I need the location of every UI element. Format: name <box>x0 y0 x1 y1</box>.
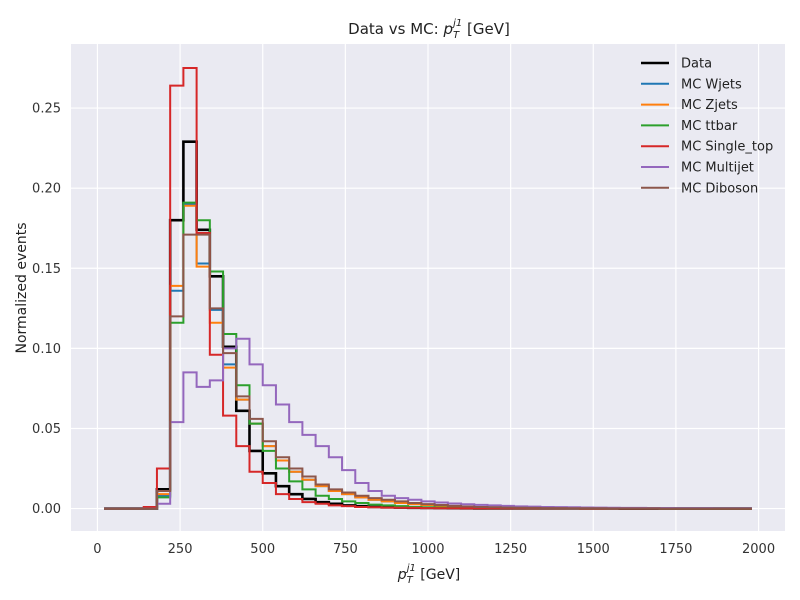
title-suffix: [GeV] <box>462 20 510 38</box>
legend-item-data: Data <box>641 57 712 72</box>
x-axis-label: pTj1 [GeV] <box>397 563 461 586</box>
xlabel-variable: p <box>397 567 407 583</box>
legend-label: MC Single_top <box>681 140 773 155</box>
title-variable: p <box>442 20 453 38</box>
y-tick-label: 0.25 <box>32 102 61 117</box>
x-tick-label: 250 <box>168 542 193 557</box>
y-axis-label: Normalized events <box>14 222 30 353</box>
x-tick-label: 0 <box>93 542 101 557</box>
y-tick-label: 0.05 <box>32 422 61 437</box>
legend-item-mc-zjets: MC Zjets <box>641 98 738 113</box>
legend-item-mc-diboson: MC Diboson <box>641 181 758 196</box>
legend-item-mc-ttbar: MC ttbar <box>641 119 738 134</box>
x-tick-label: 500 <box>250 542 275 557</box>
x-tick-label: 750 <box>333 542 358 557</box>
title-prefix: Data vs MC: <box>348 20 443 38</box>
chart-title: Data vs MC: pTj1 [GeV] <box>348 18 510 41</box>
y-tick-label: 0.10 <box>32 342 61 357</box>
legend-item-mc-single-top: MC Single_top <box>641 140 773 155</box>
series-line-mc-diboson <box>104 233 752 510</box>
y-tick-label: 0.20 <box>32 182 61 197</box>
xlabel-subscript: T <box>407 575 414 586</box>
x-tick-label: 1500 <box>577 542 610 557</box>
legend: Data MC Wjets MC Zjets MC ttbar MC Single_to… <box>641 57 773 196</box>
series-lines <box>104 67 752 510</box>
legend-label: MC Zjets <box>681 98 738 113</box>
legend-item-mc-wjets: MC Wjets <box>641 77 742 92</box>
y-tick-label: 0.00 <box>32 502 61 517</box>
title-subscript: T <box>453 30 460 41</box>
legend-label: MC Wjets <box>681 77 742 92</box>
tick-labels: 0 250 500 750 1000 1250 1500 1750 2000 0.00 0.05 0.… <box>32 102 775 557</box>
legend-label: MC Multijet <box>681 161 754 176</box>
xlabel-superscript: j1 <box>405 563 416 574</box>
xlabel-suffix: [GeV] <box>416 567 460 583</box>
legend-label: MC ttbar <box>681 119 738 134</box>
x-tick-label: 1750 <box>659 542 692 557</box>
legend-item-mc-multijet: MC Multijet <box>641 161 754 176</box>
title-superscript: j1 <box>451 18 462 29</box>
legend-label: MC Diboson <box>681 181 758 196</box>
x-tick-label: 2000 <box>742 542 775 557</box>
y-tick-label: 0.15 <box>32 262 61 277</box>
x-tick-label: 1000 <box>411 542 444 557</box>
legend-label: Data <box>681 57 712 72</box>
x-tick-label: 1250 <box>494 542 527 557</box>
